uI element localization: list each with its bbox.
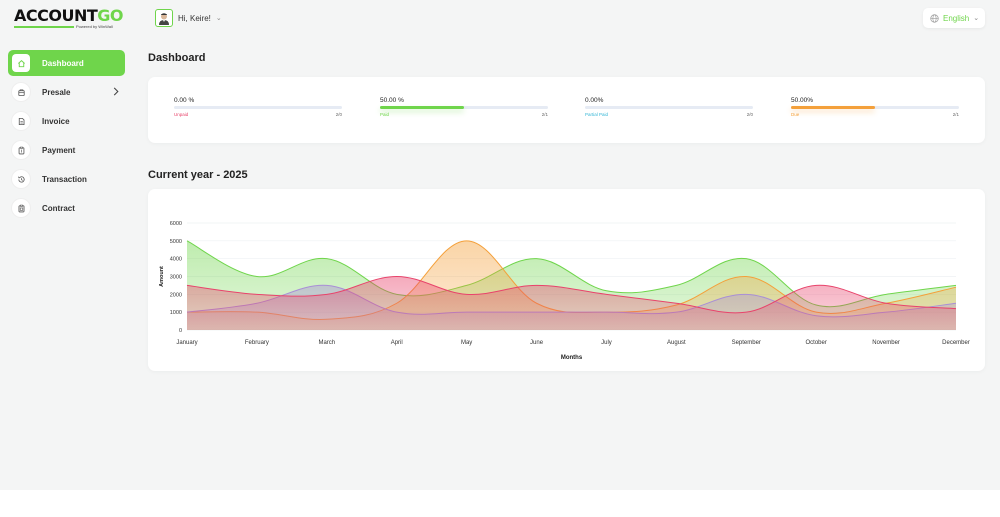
sidebar-item-label: Dashboard xyxy=(42,58,84,68)
cart-icon xyxy=(12,83,30,101)
invoice-status-card: 0.00 % Unpaid 2/0 50.00 % Paid 2/1 0.00%… xyxy=(148,77,985,143)
footer-band xyxy=(0,490,1000,517)
logo-text-suffix: GO xyxy=(97,6,123,25)
chevron-down-icon: ⌄ xyxy=(215,15,222,22)
sidebar-item-label: Presale xyxy=(42,87,71,97)
x-tick-label: June xyxy=(530,340,544,346)
language-label: English xyxy=(943,13,970,23)
top-bar: ACCOUNTGO Powered by WinWall Hi, Keire! … xyxy=(0,0,1000,38)
sidebar-item-label: Contract xyxy=(42,203,75,213)
series-line xyxy=(186,275,957,314)
series-area xyxy=(187,276,956,330)
progress-fill xyxy=(380,106,464,109)
sidebar-item-dashboard[interactable]: Dashboard xyxy=(8,50,125,76)
stat-partial-paid: 0.00% Partial Paid 2/0 xyxy=(585,97,753,117)
stat-paid: 50.00 % Paid 2/1 xyxy=(380,97,548,117)
stat-label: Due xyxy=(791,112,800,117)
stat-due: 50.00% Due 2/1 xyxy=(791,97,959,117)
area-chart[interactable]: 0 1000 2000 3000 4000 5000 6000 January February… xyxy=(148,189,985,371)
y-tick-label: 0 xyxy=(179,328,182,334)
stat-label: Partial Paid xyxy=(585,112,609,117)
stat-count: 2/0 xyxy=(746,112,753,117)
x-tick-label: August xyxy=(667,340,686,346)
history-icon xyxy=(12,170,30,188)
x-tick-label: May xyxy=(461,340,472,346)
x-tick-label: April xyxy=(391,340,403,346)
sidebar-item-label: Invoice xyxy=(42,116,70,126)
y-axis-label: Amount xyxy=(159,266,165,287)
logo-text-prefix: ACCOUNT xyxy=(14,6,98,25)
sidebar-item-transaction[interactable]: Transaction xyxy=(8,166,125,192)
stat-label: Paid xyxy=(380,112,390,117)
stat-percent: 50.00% xyxy=(791,97,814,104)
chevron-down-icon: ⌄ xyxy=(973,15,980,22)
stat-unpaid: 0.00 % Unpaid 2/0 xyxy=(174,97,342,117)
logo-subtitle: Powered by WinWall xyxy=(76,24,113,29)
sidebar-item-contract[interactable]: Contract xyxy=(8,195,125,221)
progress-bar xyxy=(791,106,959,109)
document-icon xyxy=(12,112,30,130)
logo-underline xyxy=(14,26,74,28)
y-tick-label: 5000 xyxy=(170,239,182,245)
stat-count: 2/1 xyxy=(541,112,548,117)
avatar xyxy=(155,9,173,27)
sidebar-item-presale[interactable]: Presale xyxy=(8,79,125,105)
y-tick-label: 3000 xyxy=(170,275,182,281)
x-tick-label: March xyxy=(318,340,335,346)
language-selector[interactable]: English ⌄ xyxy=(923,8,985,28)
page-title: Dashboard xyxy=(148,52,206,64)
stat-percent: 50.00 % xyxy=(380,97,404,104)
sidebar-item-invoice[interactable]: Invoice xyxy=(8,108,125,134)
progress-bar xyxy=(174,106,342,109)
stat-percent: 0.00 % xyxy=(174,97,195,104)
user-avatar-icon xyxy=(159,12,169,25)
chart-section-title: Current year - 2025 xyxy=(148,169,248,181)
y-tick-label: 6000 xyxy=(170,221,182,227)
sidebar-item-payment[interactable]: Payment xyxy=(8,137,125,163)
user-greeting: Hi, Keire! xyxy=(178,13,211,23)
contract-icon xyxy=(12,199,30,217)
clipboard-icon xyxy=(12,141,30,159)
home-icon xyxy=(12,54,30,72)
chevron-right-icon xyxy=(113,87,119,96)
x-tick-label: October xyxy=(806,340,827,346)
sidebar-item-label: Transaction xyxy=(42,174,87,184)
progress-fill xyxy=(791,106,875,109)
x-tick-label: September xyxy=(732,340,761,346)
x-axis-label: Months xyxy=(561,355,583,361)
x-tick-label: December xyxy=(942,340,970,346)
y-tick-label: 1000 xyxy=(170,310,182,316)
stat-percent: 0.00% xyxy=(585,97,604,104)
y-tick-label: 4000 xyxy=(170,257,182,263)
x-tick-label: February xyxy=(245,340,269,346)
y-tick-label: 2000 xyxy=(170,292,182,298)
sidebar-item-label: Payment xyxy=(42,145,76,155)
user-menu[interactable]: Hi, Keire! ⌄ xyxy=(155,9,222,27)
progress-bar xyxy=(585,106,753,109)
stat-label: Unpaid xyxy=(174,112,189,117)
progress-bar xyxy=(380,106,548,109)
x-tick-label: July xyxy=(601,340,612,346)
app-logo[interactable]: ACCOUNTGO Powered by WinWall xyxy=(14,7,124,33)
globe-icon xyxy=(930,13,939,23)
stat-count: 2/0 xyxy=(335,112,342,117)
x-tick-label: January xyxy=(176,340,197,346)
x-tick-label: November xyxy=(872,340,900,346)
chart-card: 0 1000 2000 3000 4000 5000 6000 January February… xyxy=(148,189,985,371)
stat-count: 2/1 xyxy=(952,112,959,117)
sidebar: Dashboard Presale Invoice Payment Transa… xyxy=(8,50,125,224)
